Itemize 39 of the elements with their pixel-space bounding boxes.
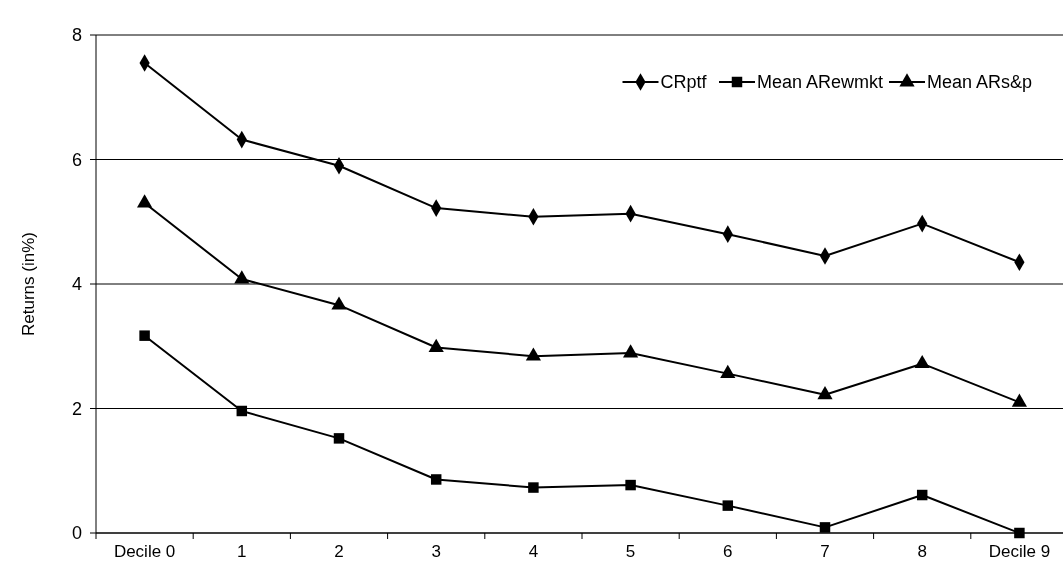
point	[428, 338, 444, 352]
point	[722, 500, 734, 511]
legend-label: CRptf	[660, 72, 708, 93]
y-tick-label: 0	[71, 523, 82, 544]
x-tick-label: 7	[820, 542, 830, 561]
x-tick-label: 4	[528, 542, 539, 561]
y-tick-label: 8	[71, 25, 82, 46]
y-tick-label: 2	[71, 398, 82, 419]
legend-label: Mean ARs&p	[927, 72, 1033, 93]
x-tick-label: Decile 0	[113, 542, 176, 561]
point	[914, 354, 930, 369]
point	[1011, 393, 1027, 407]
x-tick-label: 3	[431, 542, 441, 561]
point	[137, 194, 153, 208]
x-tick-label: 5	[625, 542, 636, 561]
legend-label: Mean ARewmkt	[757, 72, 884, 93]
point	[236, 405, 248, 417]
point	[817, 386, 833, 400]
point	[528, 482, 539, 493]
x-tick-label: 1	[237, 542, 247, 561]
point	[333, 433, 345, 444]
point	[525, 347, 541, 361]
point	[430, 474, 442, 485]
y-tick-label: 6	[71, 149, 82, 170]
point	[139, 330, 150, 341]
point	[625, 479, 636, 491]
x-tick-label: 6	[723, 542, 733, 561]
point	[720, 364, 736, 379]
point	[331, 296, 347, 310]
x-tick-label: 2	[334, 542, 344, 561]
x-tick-label: Decile 9	[988, 542, 1051, 561]
point	[1014, 527, 1025, 539]
point	[623, 344, 639, 358]
point	[819, 522, 831, 533]
x-tick-label: 8	[917, 542, 927, 561]
y-tick-label: 4	[71, 274, 82, 295]
y-axis-title: Returns (in%)	[19, 232, 38, 336]
point	[234, 270, 250, 284]
point	[916, 489, 928, 501]
